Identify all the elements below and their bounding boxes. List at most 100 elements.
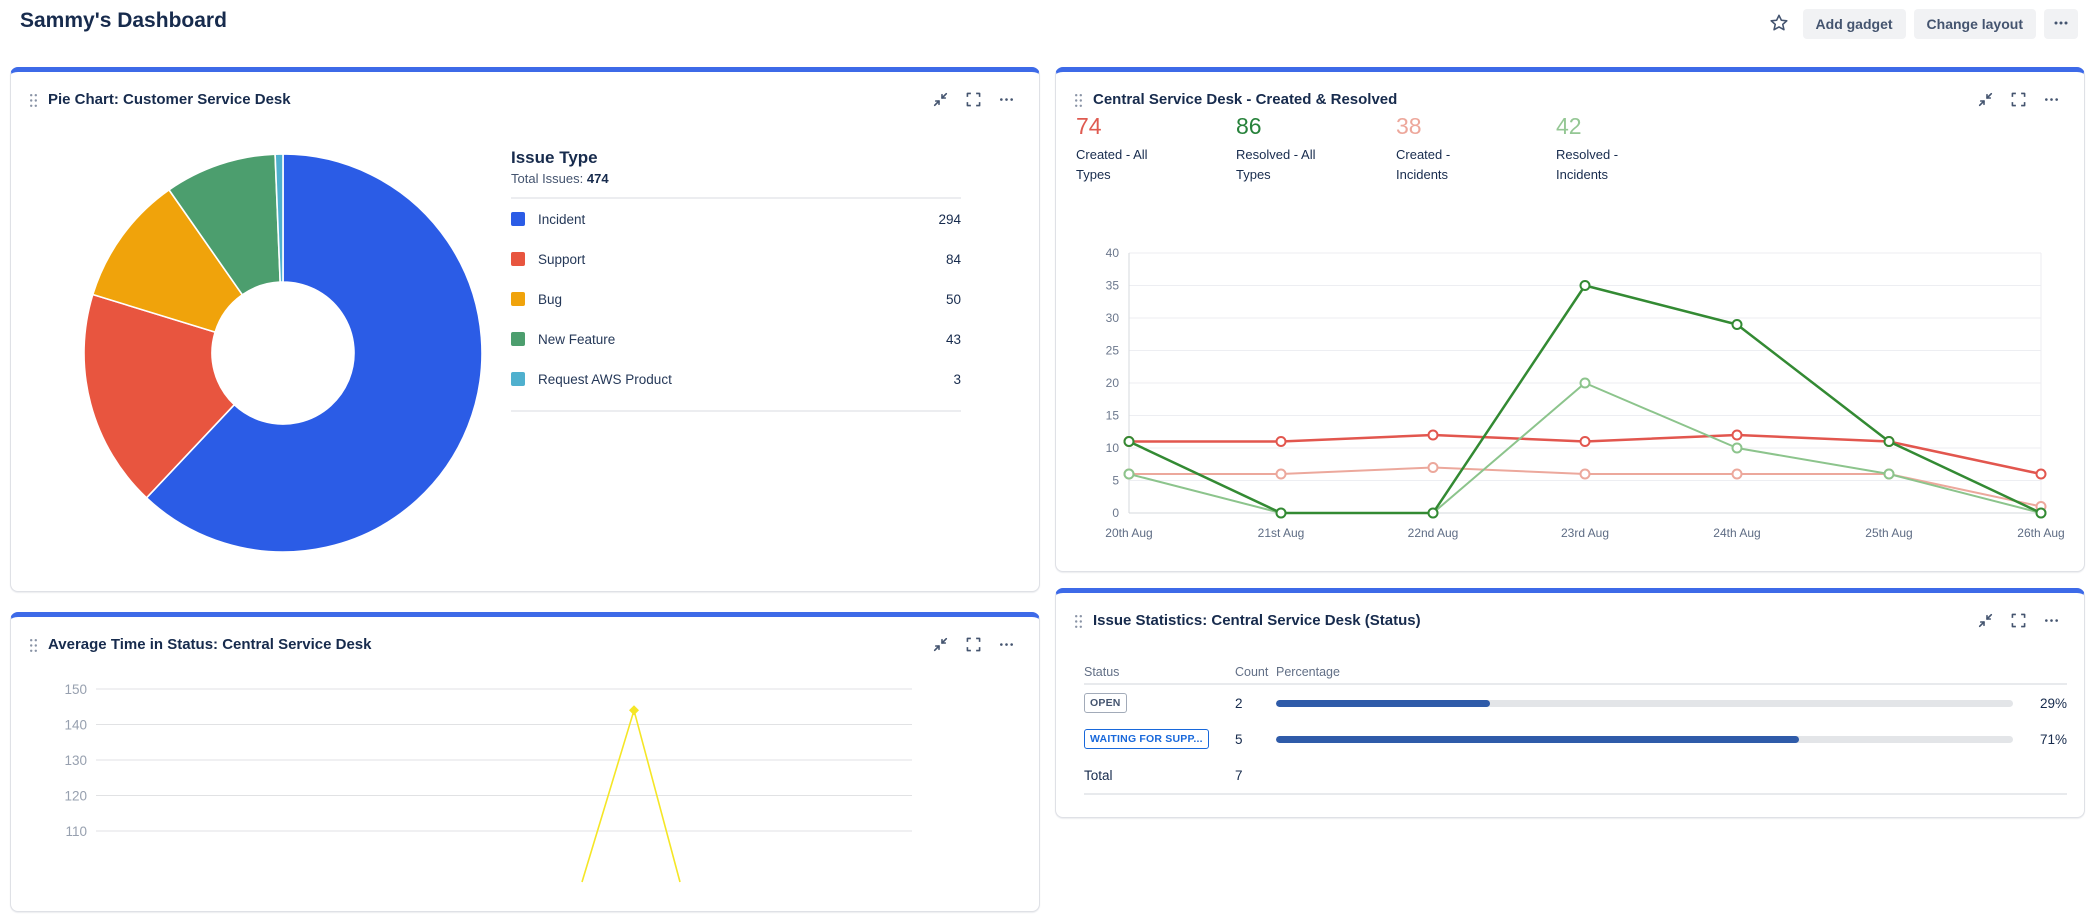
- gadget-more-icon[interactable]: [998, 91, 1015, 108]
- y-tick-label: 140: [64, 718, 87, 733]
- data-point[interactable]: [2035, 468, 2047, 480]
- data-point[interactable]: [1123, 468, 1135, 480]
- ellipsis-icon: [2053, 15, 2069, 34]
- summary-stats: 74 Created - All Types 86 Resolved - All Ty…: [1076, 113, 1716, 184]
- minimize-icon[interactable]: [1977, 91, 1994, 108]
- y-tick-label: 30: [1106, 311, 1120, 325]
- drag-handle-icon[interactable]: [1074, 614, 1083, 629]
- data-point[interactable]: [1275, 436, 1287, 447]
- y-tick-label: 5: [1112, 474, 1119, 488]
- expand-icon[interactable]: [965, 91, 982, 108]
- dashboard-toolbar: Add gadget Change layout: [1763, 9, 2078, 39]
- legend-value: 50: [945, 291, 961, 307]
- data-point[interactable]: [1123, 436, 1135, 447]
- y-tick-label: 150: [64, 682, 87, 697]
- created-resolved-line-chart: 0 5 10 15 20 25 30 35 40 20th Aug 21st Aug 22nd Aug…: [1056, 72, 2086, 582]
- data-point[interactable]: [1883, 436, 1895, 447]
- minimize-icon[interactable]: [932, 636, 949, 653]
- gadget-pie-chart: Pie Chart: Customer Service Desk Issue T…: [10, 67, 1040, 592]
- drag-handle-icon[interactable]: [29, 638, 38, 653]
- stat-label: Created - All Types: [1076, 147, 1148, 182]
- gadget-more-icon[interactable]: [998, 636, 1015, 653]
- minimize-icon[interactable]: [932, 91, 949, 108]
- change-layout-button[interactable]: Change layout: [1913, 9, 2036, 39]
- legend-value: 294: [938, 211, 961, 227]
- data-point[interactable]: [2035, 507, 2047, 519]
- y-tick-label: 40: [1106, 246, 1120, 260]
- expand-icon[interactable]: [2010, 91, 2027, 108]
- total-count: 7: [1235, 767, 1243, 783]
- gadget-avg-time-in-status: Average Time in Status: Central Service …: [10, 612, 1040, 912]
- x-tick-label: 24th Aug: [1713, 526, 1760, 540]
- legend-swatch: [511, 292, 525, 306]
- data-point[interactable]: [1579, 280, 1591, 291]
- legend-value: 43: [945, 331, 961, 347]
- data-point[interactable]: [1579, 436, 1591, 447]
- add-gadget-button[interactable]: Add gadget: [1802, 9, 1906, 39]
- legend-value: 84: [945, 251, 961, 267]
- stat-label: Created - Incidents: [1396, 147, 1451, 182]
- legend-row-incident[interactable]: Incident 294: [511, 199, 961, 239]
- minimize-icon[interactable]: [1977, 612, 1994, 629]
- x-tick-label: 25th Aug: [1865, 526, 1912, 540]
- legend-row-request-aws-product[interactable]: Request AWS Product 3: [511, 359, 961, 399]
- gadget-created-resolved: Central Service Desk - Created & Resolve…: [1055, 67, 2085, 572]
- data-point[interactable]: [1275, 507, 1287, 519]
- legend-label: New Feature: [538, 331, 616, 347]
- data-point[interactable]: [1731, 429, 1743, 441]
- stat-value: 74: [1076, 113, 1102, 139]
- pie-svg: [83, 153, 483, 553]
- gadget-more-icon[interactable]: [2043, 612, 2060, 629]
- stat-created-incidents: 38 Created - Incidents: [1396, 113, 1556, 184]
- data-point[interactable]: [1427, 462, 1439, 473]
- y-tick-label: 110: [65, 824, 87, 839]
- x-tick-label: 21st Aug: [1258, 526, 1305, 540]
- legend-swatch: [511, 212, 525, 226]
- legend-swatch: [511, 332, 525, 346]
- total-row: Total 7: [1084, 757, 2067, 793]
- data-point[interactable]: [1427, 507, 1439, 519]
- pie-slice-support[interactable]: [83, 293, 236, 499]
- data-point[interactable]: [1579, 377, 1591, 389]
- status-count: 5: [1235, 731, 1243, 747]
- gadget-title: Pie Chart: Customer Service Desk: [48, 91, 291, 108]
- expand-icon[interactable]: [965, 636, 982, 653]
- avg-time-line[interactable]: [581, 705, 681, 883]
- legend-total: Total Issues: 474: [511, 171, 609, 186]
- data-point[interactable]: [1427, 429, 1439, 441]
- y-tick-label: 0: [1112, 506, 1119, 520]
- pie-slice-request-aws-product[interactable]: [274, 153, 284, 283]
- percentage-bar: [1276, 735, 2023, 743]
- dashboard-more-button[interactable]: [2044, 9, 2078, 39]
- gadget-more-icon[interactable]: [2043, 91, 2060, 108]
- legend-row-support[interactable]: Support 84: [511, 239, 961, 279]
- pie-slice-incident[interactable]: [145, 153, 483, 553]
- x-tick-label: 22nd Aug: [1408, 526, 1459, 540]
- legend-row-bug[interactable]: Bug 50: [511, 279, 961, 319]
- legend-swatch: [511, 252, 525, 266]
- created-resolved-svg: 0 5 10 15 20 25 30 35 40 20th Aug 21st Aug 22nd Aug…: [1105, 246, 2064, 540]
- pie-slice-bug[interactable]: [91, 189, 244, 333]
- legend-row-new-feature[interactable]: New Feature 43: [511, 319, 961, 359]
- peak-marker: [629, 705, 639, 716]
- data-point[interactable]: [1275, 468, 1287, 480]
- x-tick-label: 23rd Aug: [1561, 526, 1609, 540]
- data-point[interactable]: [1731, 442, 1743, 454]
- y-tick-label: 120: [64, 789, 87, 804]
- drag-handle-icon[interactable]: [1074, 93, 1083, 108]
- data-point[interactable]: [1731, 319, 1743, 330]
- status-badge[interactable]: WAITING FOR SUPP...: [1084, 729, 1209, 750]
- y-tick-label: 25: [1106, 344, 1120, 358]
- page-title: Sammy's Dashboard: [20, 9, 227, 32]
- axes-and-gridlines: 150 140 130 120 110: [64, 682, 912, 839]
- stat-label: Resolved - Incidents: [1556, 147, 1619, 182]
- drag-handle-icon[interactable]: [29, 93, 38, 108]
- stat-resolved-all-types: 86 Resolved - All Types: [1236, 113, 1396, 184]
- favorite-star-button[interactable]: [1763, 9, 1795, 39]
- status-badge[interactable]: OPEN: [1084, 693, 1127, 714]
- expand-icon[interactable]: [2010, 612, 2027, 629]
- data-point[interactable]: [1731, 468, 1743, 480]
- data-point[interactable]: [1579, 468, 1591, 480]
- series-resolved-all-types[interactable]: [1123, 280, 2047, 519]
- data-point[interactable]: [1883, 468, 1895, 480]
